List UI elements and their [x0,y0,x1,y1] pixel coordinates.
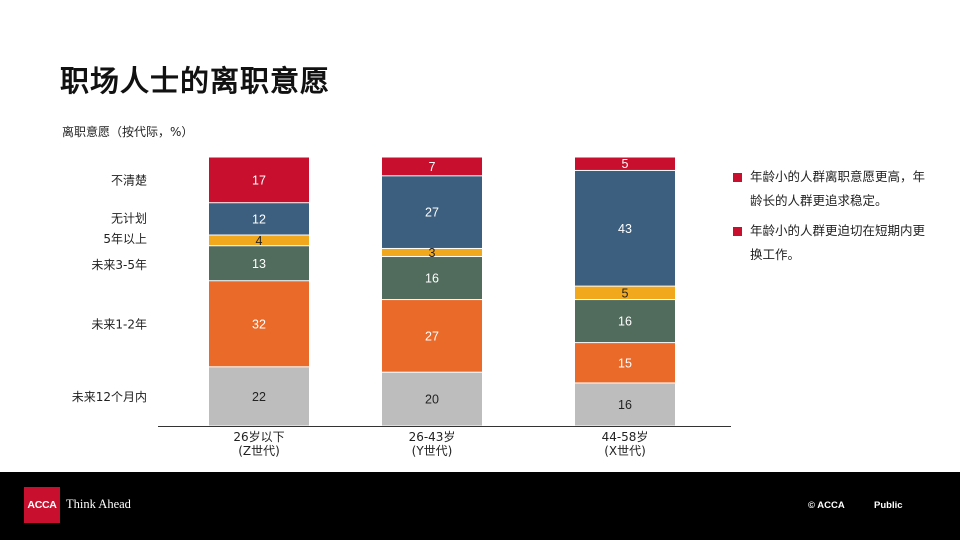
acca-logo[interactable]: ACCA [24,487,60,523]
series-label: 无计划 [111,211,147,225]
data-label: 13 [252,257,266,271]
data-label: 43 [618,222,632,236]
page-title: 职场人士的离职意愿 [60,64,331,98]
data-label: 7 [429,160,436,174]
footer-bar: ACCA Think Ahead © ACCA Public [0,472,960,540]
series-label: 不清楚 [111,173,147,187]
finding-item: 年龄小的人群离职意愿更高，年龄长的人群更追求稳定。 [733,165,933,213]
data-label: 16 [618,315,632,329]
series-label: 未来3-5年 [91,258,147,272]
bar-segment [575,286,675,300]
category-sublabel: (X世代) [604,444,646,458]
data-label: 3 [429,246,436,260]
data-label: 27 [425,206,439,220]
bar-segment [382,300,482,372]
category-label: 44-58岁 [602,429,649,444]
data-label: 17 [252,173,266,187]
classification-label: Public [874,500,903,511]
bar-segment [575,300,675,343]
finding-item: 年龄小的人群更迫切在短期内更换工作。 [733,219,933,267]
bar-segment [382,257,482,300]
finding-bullet [733,227,742,236]
tagline: Think Ahead [66,497,131,511]
data-label: 16 [618,398,632,412]
bar-segment [209,281,309,367]
data-label: 16 [425,272,439,286]
stacked-bar-chart: 22 32 13 4 12 17 20 27 16 3 27 7 16 15 16 5 43 5 26岁以下(Z世代… [72,157,731,458]
key-findings: 年龄小的人群离职意愿更高，年龄长的人群更追求稳定。 年龄小的人群更迫切在短期内更… [733,165,933,273]
data-label: 4 [256,234,263,248]
data-label: 5 [622,157,629,171]
data-label: 27 [425,329,439,343]
bar-segment [209,203,309,235]
finding-bullet [733,173,742,182]
bar-segment [209,367,309,426]
finding-text: 年龄小的人群更迫切在短期内更换工作。 [750,223,926,262]
data-label: 20 [425,393,439,407]
finding-text: 年龄小的人群离职意愿更高，年龄长的人群更追求稳定。 [750,169,926,208]
data-label: 5 [622,286,629,300]
data-label: 32 [252,317,266,331]
data-label: 22 [252,390,266,404]
bar-segment [575,157,675,170]
bar-segment [209,157,309,203]
category-label: 26岁以下 [233,429,284,444]
series-label: 未来1-2年 [91,317,147,331]
copyright-text: © ACCA [808,500,845,511]
category-label: 26-43岁 [409,429,456,444]
data-label: 15 [618,356,632,370]
bar-segment [575,383,675,426]
bar-segment [209,246,309,281]
series-label: 未来12个月内 [72,390,147,404]
series-label: 5年以上 [103,232,147,246]
chart-subtitle: 离职意愿（按代际，%） [62,125,194,139]
category-sublabel: (Z世代) [238,444,280,458]
bar-segment [575,343,675,383]
category-sublabel: (Y世代) [412,444,453,458]
bar-segment [575,170,675,286]
data-label: 12 [252,212,266,226]
bar-segment [382,157,482,176]
bar-segment [382,372,482,426]
bar-segment [382,176,482,248]
bar-segment [209,235,309,246]
bar-segment [382,248,482,257]
